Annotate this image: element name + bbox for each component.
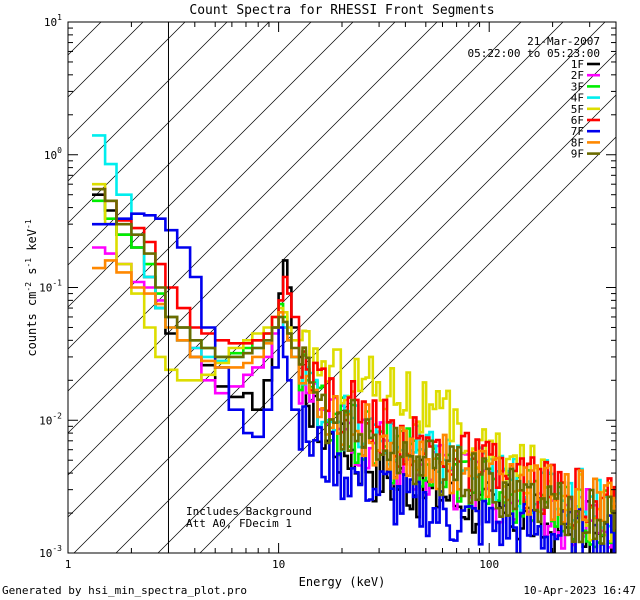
legend-label-9F: 9F [571,148,584,161]
series-layer [92,134,616,553]
hatch-stroke [68,22,522,476]
legend-label-2F: 2F [571,69,584,82]
hatch-stroke [73,22,606,553]
legend-label-5F: 5F [571,103,584,116]
series-line-9F [92,187,616,545]
legend-label-4F: 4F [571,92,584,105]
hatch-stroke [68,22,312,266]
legend-label-3F: 3F [571,80,584,93]
annotation-attenuator: Att A0, FDecim 1 [186,517,292,530]
time-range-label: 05:22:00 to 05:23:00 [468,47,600,60]
legend-label-8F: 8F [571,136,584,149]
hatch-stroke [157,94,616,553]
hatch-stroke [68,22,354,308]
y-tick-label: 100 [44,146,62,162]
y-tick-label: 10-1 [39,279,62,295]
date-label: 21-Mar-2007 [527,35,600,48]
y-tick-label: 10-3 [39,544,62,560]
hatch-stroke [199,136,616,553]
legend-label-6F: 6F [571,114,584,127]
x-tick-label: 10 [272,558,285,571]
legend-label-1F: 1F [571,58,584,71]
x-tick-label: 1 [65,558,72,571]
hatch-stroke [115,52,616,553]
hatch-stroke [68,22,480,434]
y-tick-label: 101 [44,13,62,29]
chart-title: Count Spectra for RHESSI Front Segments [189,3,494,18]
x-tick-label: 100 [479,558,499,571]
hatch-stroke [68,22,438,392]
series-line-1F [92,193,616,553]
y-tick-label: 10-2 [39,411,62,427]
legend-label-7F: 7F [571,125,584,138]
hatch-stroke [68,22,270,224]
hatch-stroke [68,22,228,182]
x-axis-label: Energy (keV) [299,575,386,589]
series-line-7F [92,212,616,553]
hatch-stroke [68,22,564,518]
footer-generated-by: Generated by hsi_min_spectra_plot.pro [2,584,248,597]
hatch-stroke [68,22,186,140]
hatch-stroke [68,22,144,98]
footer-timestamp: 10-Apr-2023 16:47 [523,584,636,597]
annotation-background: Includes Background [186,505,312,518]
y-axis-label: counts cm-2 s-1 keV-1 [24,219,39,356]
